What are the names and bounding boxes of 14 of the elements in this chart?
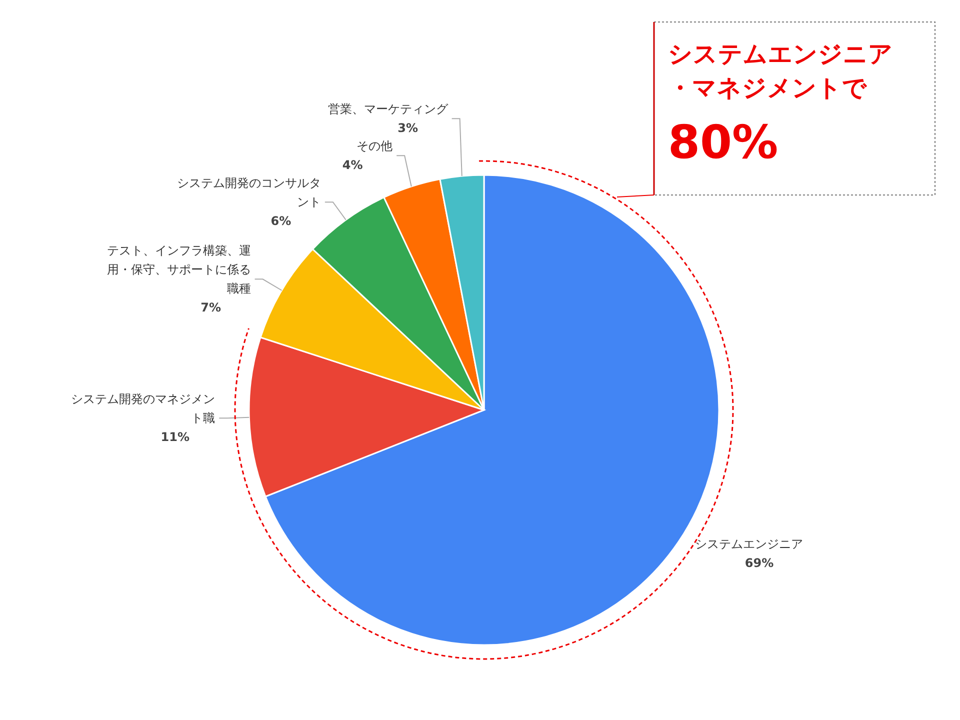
data-label: 6% <box>270 214 292 228</box>
slice-label: システム開発のマネジメント職 <box>71 392 216 426</box>
data-label: 4% <box>342 158 363 172</box>
data-label: 11% <box>160 430 190 444</box>
text: システムエンジニア・マネジメントで <box>668 40 893 102</box>
slice-label: 営業、マーケティング <box>328 102 449 116</box>
data-label: 3% <box>398 121 418 136</box>
data-label: 69% <box>744 556 774 570</box>
text: 80% <box>668 115 778 169</box>
slice-label: システムエンジニア <box>694 536 803 551</box>
slice-label: テスト、インフラ構築、運用・保守、サポートに係る職種 <box>106 244 251 296</box>
slice-label: システム開発のコンサルタント <box>176 176 321 210</box>
data-label: 7% <box>200 300 221 315</box>
slice-label: その他 <box>356 139 393 154</box>
